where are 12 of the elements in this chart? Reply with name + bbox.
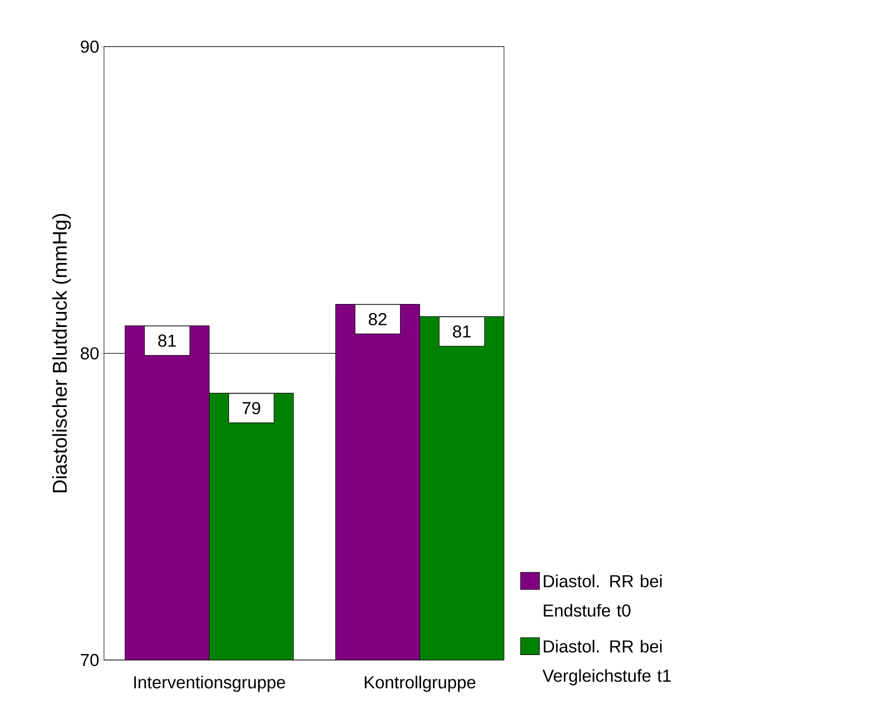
- data-label: 81: [158, 334, 176, 347]
- data-label: 81: [453, 325, 471, 338]
- y-tick-label: 80: [80, 347, 99, 360]
- data-label: 79: [242, 402, 260, 414]
- x-tick-label: Kontrollgruppe: [364, 676, 476, 692]
- legend-label: Diastol. RR bei Endstufe t0: [544, 574, 662, 617]
- y-axis-title: Diastolischer Blutdruck (mmHg): [52, 214, 71, 492]
- legend-label: Diastol. RR bei Vergleichstufe t1: [542, 640, 671, 686]
- data-label: 82: [368, 312, 386, 326]
- y-tick-label: 90: [80, 40, 99, 53]
- x-tick-label: Interventionsgruppe: [134, 676, 286, 692]
- y-tick-label: 70: [80, 654, 99, 666]
